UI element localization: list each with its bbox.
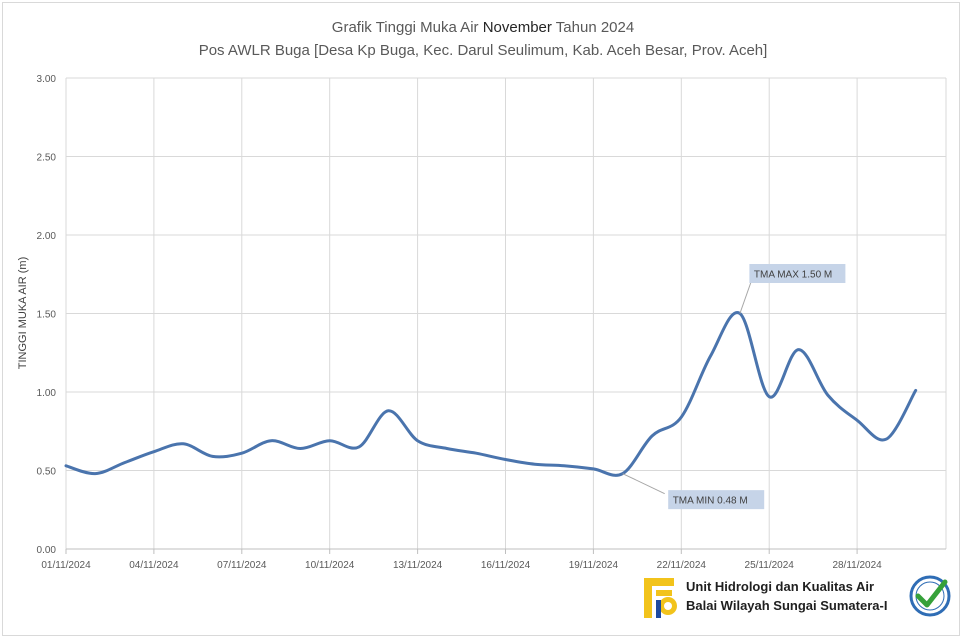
- org-name-line1: Unit Hidrologi dan Kualitas Air: [686, 579, 875, 594]
- x-tick-label: 16/11/2024: [481, 560, 531, 571]
- x-tick-label: 01/11/2024: [41, 560, 91, 571]
- tma-max-label: TMA MAX 1.50 M: [754, 270, 832, 281]
- tma-min-label: TMA MIN 0.48 M: [673, 496, 748, 507]
- x-tick-label: 19/11/2024: [569, 560, 619, 571]
- series-line: [64, 311, 918, 477]
- x-tick-label: 22/11/2024: [657, 560, 707, 571]
- y-tick-label: 1.50: [37, 310, 57, 321]
- x-tick-label: 10/11/2024: [305, 560, 355, 571]
- org-name-line2: Balai Wilayah Sungai Sumatera-I: [686, 598, 888, 613]
- footer-organization: Unit Hidrologi dan Kualitas Air Balai Wi…: [640, 574, 960, 624]
- callout-box: [668, 490, 765, 510]
- chart-subtitle: Pos AWLR Buga [Desa Kp Buga, Kec. Darul …: [199, 42, 768, 59]
- chart-title-year: Tahun 2024: [556, 19, 634, 36]
- x-tick-label: 13/11/2024: [393, 560, 443, 571]
- x-tick-label: 04/11/2024: [129, 560, 179, 571]
- y-tick-label: 0.00: [37, 545, 57, 556]
- callout-box: [749, 264, 846, 283]
- callout-leader-line: [622, 473, 665, 495]
- y-axis-label: TINGGI MUKA AIR (m): [17, 257, 29, 369]
- iso-certified-badge-icon: [909, 575, 951, 617]
- y-tick-label: 0.50: [37, 467, 57, 478]
- y-tick-label: 3.00: [37, 74, 57, 85]
- y-tick-label: 2.00: [37, 231, 57, 242]
- y-tick-label: 1.00: [37, 388, 57, 399]
- chart-title: Grafik Tinggi Muka Air November Tahun 20…: [332, 19, 634, 36]
- x-tick-label: 07/11/2024: [217, 560, 267, 571]
- x-tick-label: 28/11/2024: [832, 560, 882, 571]
- y-tick-label: 2.50: [37, 153, 57, 164]
- chart-title-month: November: [483, 19, 552, 36]
- x-tick-label: 25/11/2024: [745, 560, 795, 571]
- chart-title-main: Grafik Tinggi Muka Air: [332, 19, 479, 36]
- callout-leader-line: [739, 279, 753, 314]
- pupr-logo-icon: [644, 578, 677, 618]
